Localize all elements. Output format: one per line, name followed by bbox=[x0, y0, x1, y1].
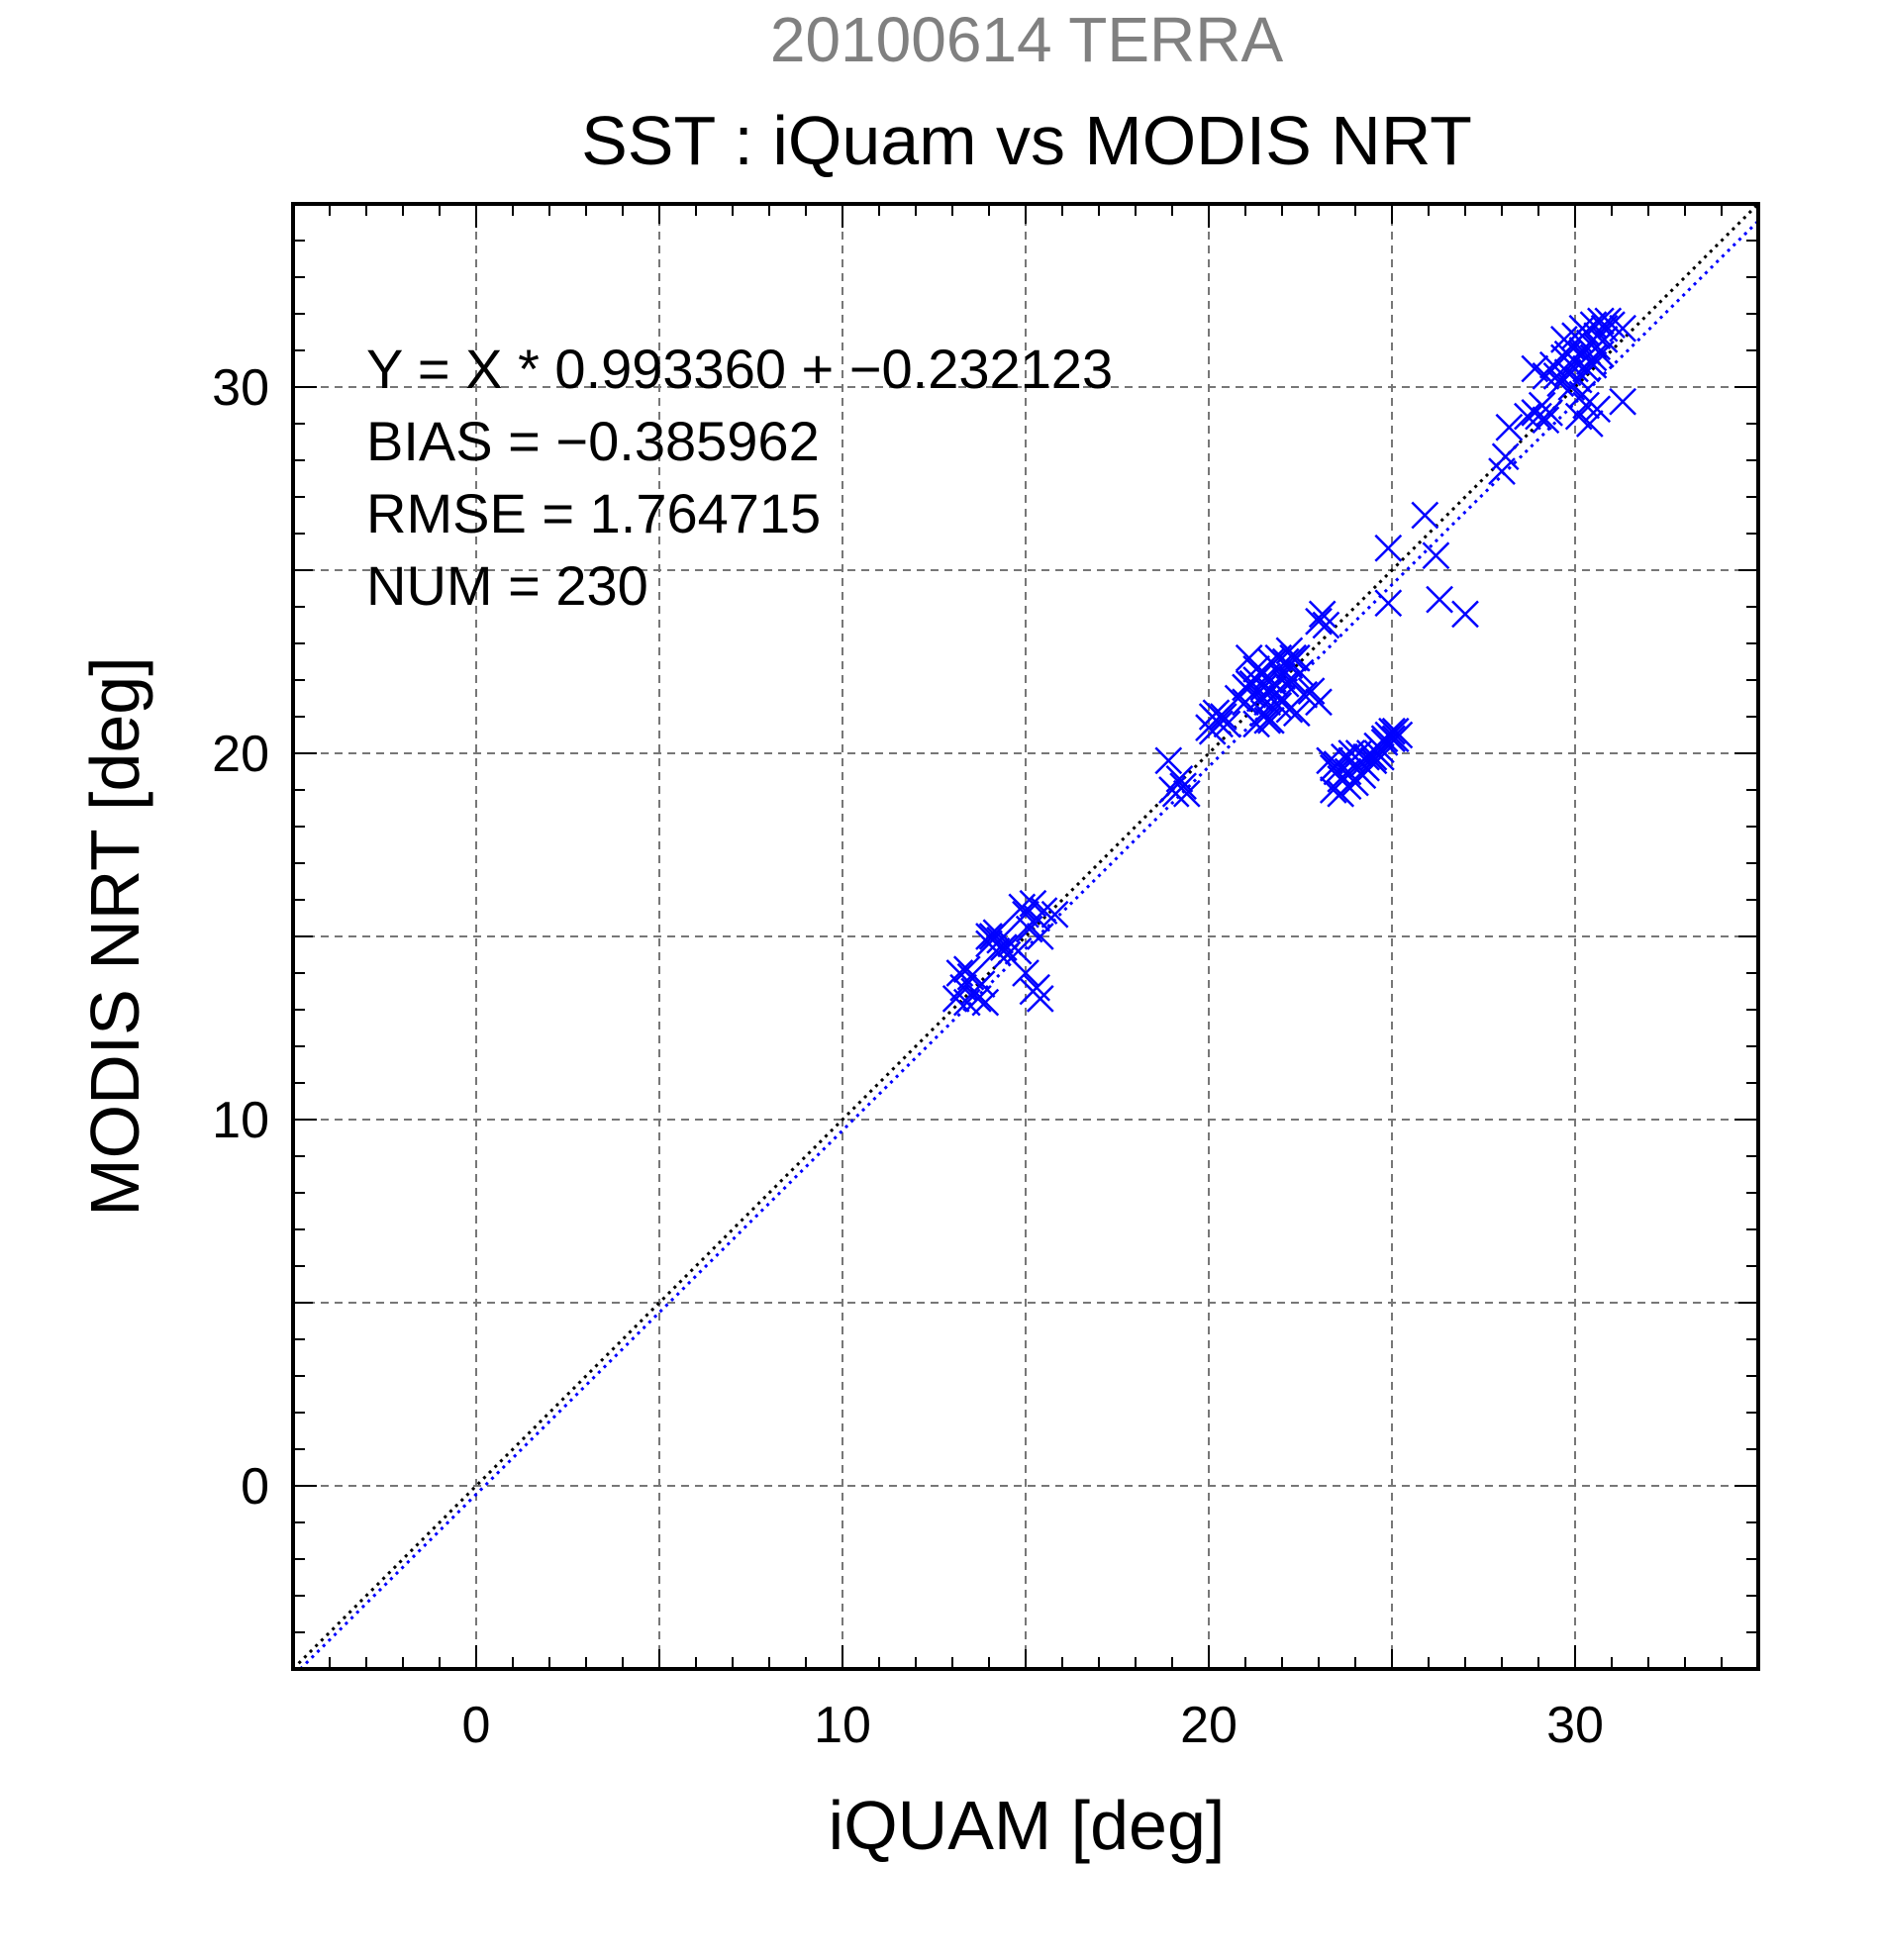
x-tick-label: 30 bbox=[1546, 1697, 1604, 1754]
data-point bbox=[1257, 706, 1285, 735]
tick-labels: 0 10 20 30 0 10 20 30 bbox=[212, 359, 1604, 1754]
y-tick-label: 30 bbox=[212, 359, 269, 417]
stats-line-fit: Y = X * 0.993360 + −0.232123 bbox=[366, 338, 1113, 400]
data-point bbox=[1422, 541, 1450, 570]
data-point bbox=[1535, 399, 1563, 427]
data-point bbox=[1575, 410, 1604, 438]
y-tick-label: 10 bbox=[212, 1092, 269, 1149]
chart-title: SST : iQuam vs MODIS NRT bbox=[581, 102, 1472, 179]
stats-line-bias: BIAS = −0.385962 bbox=[366, 410, 820, 472]
data-point bbox=[1012, 959, 1040, 987]
data-point bbox=[1305, 607, 1333, 636]
y-axis-title: MODIS NRT [deg] bbox=[76, 656, 153, 1216]
data-point bbox=[1587, 307, 1615, 336]
y-tick-label: 20 bbox=[212, 726, 269, 783]
data-point bbox=[1411, 501, 1439, 530]
data-point bbox=[1169, 772, 1197, 801]
data-point bbox=[1319, 753, 1347, 782]
data-point bbox=[1359, 746, 1388, 775]
data-point bbox=[1290, 680, 1319, 709]
data-point bbox=[1312, 611, 1340, 639]
data-point bbox=[1495, 413, 1524, 441]
gridlines bbox=[293, 204, 1758, 1669]
data-point bbox=[1550, 326, 1578, 353]
x-tick-label: 20 bbox=[1180, 1697, 1238, 1754]
data-point bbox=[1525, 402, 1552, 431]
stats-line-rmse: RMSE = 1.764715 bbox=[366, 482, 821, 544]
data-point bbox=[1209, 703, 1238, 731]
data-point bbox=[1040, 900, 1069, 929]
data-point bbox=[1542, 362, 1571, 390]
data-point bbox=[1568, 314, 1597, 343]
axis-ticks bbox=[292, 203, 1759, 1670]
data-point bbox=[1590, 326, 1619, 353]
data-point bbox=[1297, 677, 1326, 705]
data-point bbox=[975, 923, 1003, 950]
data-point bbox=[1327, 779, 1355, 808]
stats-line-num: NUM = 230 bbox=[366, 554, 648, 617]
data-point bbox=[1381, 717, 1410, 745]
data-point bbox=[1374, 589, 1403, 618]
data-point bbox=[1308, 600, 1336, 629]
data-point bbox=[945, 959, 974, 987]
data-point bbox=[1426, 585, 1453, 614]
stats-annotation: Y = X * 0.993360 + −0.232123 BIAS = −0.3… bbox=[366, 338, 1113, 617]
y-tick-label: 0 bbox=[241, 1458, 269, 1516]
data-point bbox=[1282, 699, 1311, 728]
data-point bbox=[1253, 688, 1282, 717]
data-point bbox=[1202, 699, 1231, 728]
data-point bbox=[1030, 897, 1058, 925]
data-point bbox=[1374, 534, 1403, 562]
x-tick-label: 10 bbox=[814, 1697, 871, 1754]
data-point bbox=[982, 919, 1011, 947]
data-point bbox=[1279, 666, 1307, 694]
data-point bbox=[1451, 600, 1479, 629]
x-tick-label: 0 bbox=[462, 1697, 491, 1754]
data-point bbox=[1598, 311, 1626, 339]
chart-suptitle: 20100614 TERRA bbox=[770, 4, 1284, 75]
fit-line bbox=[299, 220, 1760, 1671]
data-point bbox=[1026, 923, 1054, 950]
data-point bbox=[1275, 637, 1304, 665]
data-point bbox=[1264, 692, 1293, 720]
data-point bbox=[1232, 673, 1259, 702]
data-point bbox=[1491, 442, 1520, 471]
data-point bbox=[1198, 717, 1227, 745]
data-points bbox=[941, 307, 1636, 1017]
data-point bbox=[1609, 387, 1636, 416]
data-point bbox=[1019, 977, 1047, 1006]
data-point bbox=[1172, 779, 1201, 808]
data-point bbox=[986, 926, 1014, 954]
data-point bbox=[1337, 739, 1366, 767]
data-point bbox=[1154, 746, 1183, 775]
data-point bbox=[971, 988, 1000, 1017]
data-point bbox=[1532, 406, 1560, 435]
data-point bbox=[1568, 380, 1597, 409]
data-point bbox=[1004, 936, 1033, 965]
data-point bbox=[1165, 765, 1194, 793]
data-point bbox=[1609, 314, 1636, 343]
data-point bbox=[952, 955, 981, 984]
data-point bbox=[1561, 354, 1589, 383]
x-axis-title: iQUAM [deg] bbox=[829, 1787, 1226, 1864]
data-point bbox=[1363, 739, 1392, 767]
